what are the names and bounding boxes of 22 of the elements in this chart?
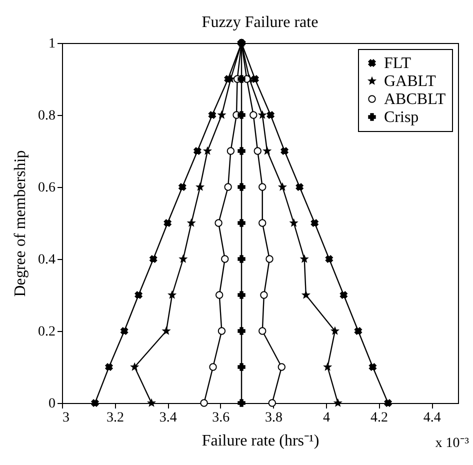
y-tick-label: 0.8 (38, 108, 56, 124)
y-tick-label: 0.6 (38, 180, 56, 196)
legend-label: GABLT (384, 73, 436, 90)
chart-title: Fuzzy Failure rate (202, 14, 318, 31)
legend-label: ABCBLT (384, 91, 446, 108)
x-tick-label: 3.6 (212, 410, 230, 426)
x-tick-label: 3.8 (264, 410, 282, 426)
x-tick-label: 4.4 (423, 410, 441, 426)
y-tick-label: 0.2 (38, 324, 56, 340)
y-tick-label: 0.4 (38, 252, 56, 268)
y-axis-title: Degree of membership (12, 150, 29, 297)
x-tick-label: 3.4 (159, 410, 177, 426)
x-axis-title: Failure rate (hrs⁻¹) (202, 432, 320, 450)
x-tick-label: 4.2 (370, 410, 388, 426)
y-tick-label: 0 (48, 396, 56, 412)
legend-label: FLT (384, 55, 412, 72)
y-tick-label: 1 (48, 36, 56, 52)
legend-label: Crisp (384, 109, 419, 126)
x-tick-label: 3 (62, 410, 70, 426)
text: x 10⁻³ (435, 435, 469, 452)
x-tick-label: 3.2 (106, 410, 124, 426)
x-tick-label: 4 (323, 410, 330, 426)
